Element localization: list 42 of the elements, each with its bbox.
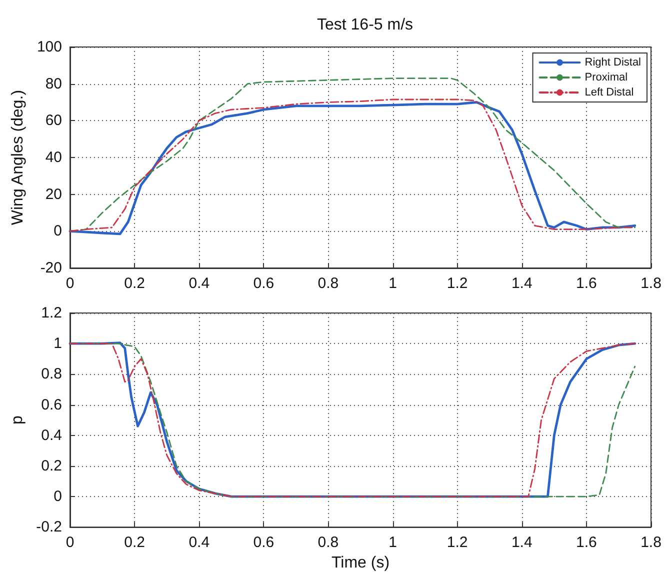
y-tick-label: -0.2 <box>36 518 62 536</box>
y-tick-label: 60 <box>45 112 62 130</box>
legend-label: Left Distal <box>584 86 634 98</box>
chart-title: Test 16-5 m/s <box>316 16 414 34</box>
y-tick-label: 0.6 <box>41 396 62 414</box>
y-tick-label: 1.2 <box>41 304 62 322</box>
x-tick-label: 0 <box>66 534 74 552</box>
legend-label: Proximal <box>584 72 628 84</box>
x-tick-label: 1.2 <box>446 275 468 292</box>
x-tick-label: 1.8 <box>640 534 662 552</box>
y-tick-label: 20 <box>45 186 62 203</box>
x-tick-label: 1.6 <box>576 534 597 552</box>
x-tick-label: 0.8 <box>318 534 339 552</box>
legend-label: Right Distal <box>584 56 642 68</box>
x-tick-label: 0 <box>66 275 74 292</box>
y-tick-label: -20 <box>40 260 62 276</box>
x-tick-label: 1 <box>388 275 397 292</box>
x-tick-label: 0.6 <box>253 534 274 552</box>
y-tick-label: 0.8 <box>41 366 62 383</box>
x-tick-label: 0.4 <box>188 534 210 552</box>
y-tick-label: 40 <box>45 149 62 166</box>
y-tick-label: 80 <box>45 75 62 92</box>
y-tick-label: 100 <box>36 38 62 56</box>
x-tick-label: 1.4 <box>511 534 532 552</box>
y-axis-title: Wing Angles (deg.) <box>10 90 27 226</box>
y-tick-label: 0 <box>54 222 62 240</box>
x-tick-label: 1.2 <box>446 534 468 552</box>
y-axis-title: p <box>8 416 26 425</box>
x-axis-title: Time (s) <box>331 554 390 572</box>
x-tick-label: 1.8 <box>640 275 662 292</box>
x-tick-label: 1.4 <box>511 275 532 292</box>
x-tick-label: 1.6 <box>576 275 597 292</box>
y-tick-label: 0 <box>54 488 62 506</box>
y-tick-label: 1 <box>54 335 62 352</box>
x-tick-label: 0.2 <box>124 275 145 292</box>
x-tick-label: 1 <box>388 534 397 552</box>
x-tick-label: 0.8 <box>318 275 339 292</box>
x-tick-label: 0.4 <box>188 275 210 292</box>
x-tick-label: 0.6 <box>253 275 274 292</box>
y-tick-label: 0.2 <box>41 457 62 474</box>
x-tick-label: 0.2 <box>124 534 145 552</box>
y-tick-label: 0.4 <box>41 426 62 444</box>
